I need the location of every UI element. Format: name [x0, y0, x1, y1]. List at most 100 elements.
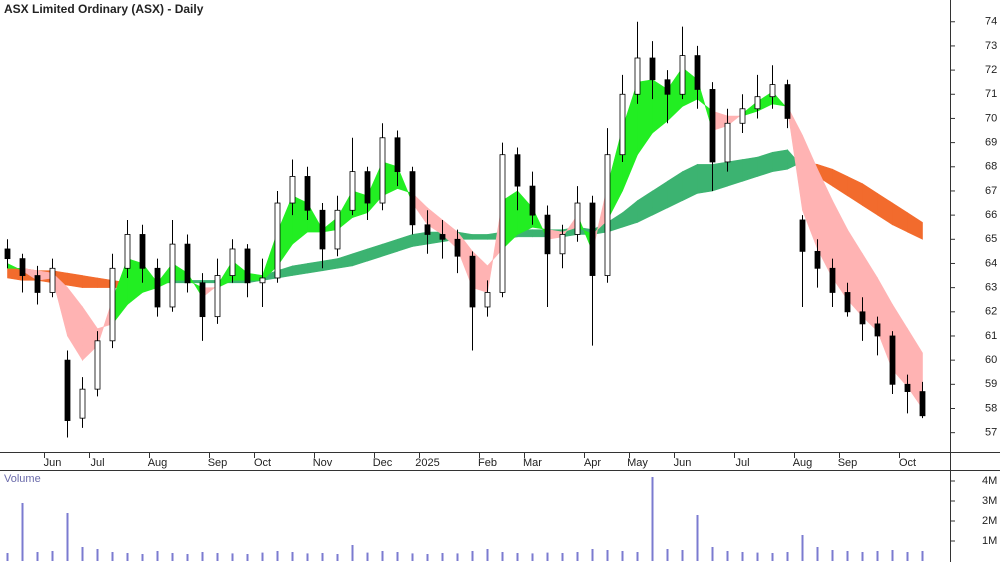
candle-body — [4, 248, 11, 260]
band-segment — [712, 161, 728, 192]
volume-bar — [276, 551, 279, 561]
volume-bar — [306, 553, 309, 561]
candle-body — [664, 79, 671, 95]
band-segment — [472, 234, 488, 240]
candle-body — [379, 137, 386, 204]
candle-body — [169, 243, 176, 308]
band-segment — [652, 180, 668, 216]
x-tick-label: Sep — [838, 457, 858, 469]
volume-bar — [156, 551, 159, 561]
volume-bar — [666, 549, 669, 561]
x-tick-label: Oct — [254, 457, 271, 469]
y-tick-label: 64 — [985, 257, 997, 269]
band-segment — [727, 159, 743, 187]
candle-body — [154, 267, 161, 308]
candle-body — [634, 57, 641, 95]
y-tick-label: 57 — [985, 427, 997, 439]
volume-bar — [606, 550, 609, 561]
candle-body — [739, 108, 746, 124]
candle-body — [139, 234, 146, 269]
volume-bar — [711, 547, 714, 561]
volume-bar — [891, 550, 894, 561]
volume-title: Volume — [4, 473, 41, 485]
y-tick-label: 69 — [985, 137, 997, 149]
volume-bar — [96, 549, 99, 561]
volume-bar — [546, 552, 549, 561]
volume-tick-label: 4M — [982, 475, 997, 487]
band-segment — [382, 238, 398, 257]
candle-body — [724, 122, 731, 163]
candle-body — [214, 275, 221, 318]
band-segment — [742, 156, 758, 182]
candle-body — [439, 234, 446, 240]
candle-body — [109, 267, 116, 342]
candle-body — [499, 154, 506, 293]
candle-body — [679, 55, 686, 95]
volume-bar — [486, 549, 489, 561]
volume-bar — [771, 553, 774, 561]
candle-body — [574, 202, 581, 235]
x-tick-label: Nov — [313, 457, 333, 469]
candle-body — [289, 176, 296, 204]
volume-bar — [141, 554, 144, 561]
x-tick-label: 2025 — [415, 457, 439, 469]
candle-body — [424, 224, 431, 235]
volume-bar — [501, 552, 504, 561]
y-tick-label: 63 — [985, 282, 997, 294]
candle-body — [19, 258, 26, 276]
candle-body — [649, 57, 656, 81]
candle-body — [829, 267, 836, 293]
x-tick-label: Jun — [44, 457, 62, 469]
volume-bar — [456, 553, 459, 561]
y-tick-label: 67 — [985, 185, 997, 197]
y-tick-label: 65 — [985, 233, 997, 245]
band-segment — [907, 212, 923, 240]
volume-bar — [21, 503, 24, 561]
candle-body — [904, 383, 911, 392]
band-segment — [367, 243, 383, 262]
y-tick-label: 60 — [985, 354, 997, 366]
volume-bar — [366, 552, 369, 561]
y-tick-label: 59 — [985, 378, 997, 390]
volume-bar — [471, 551, 474, 561]
x-tick-label: Mar — [523, 457, 542, 469]
volume-bar — [411, 553, 414, 561]
y-tick-label: 66 — [985, 209, 997, 221]
candle-body — [514, 154, 521, 187]
volume-bar — [216, 553, 219, 561]
band-segment — [322, 258, 338, 272]
volume-bar — [696, 515, 699, 561]
candle-body — [319, 209, 326, 250]
band-segment — [667, 171, 683, 209]
x-tick-label: Dec — [373, 457, 393, 469]
candle-body — [124, 234, 131, 269]
candle-body — [694, 55, 701, 90]
volume-bar — [36, 552, 39, 561]
volume-bar — [516, 553, 519, 561]
candle-body — [844, 292, 851, 313]
volume-bar — [426, 554, 429, 561]
volume-bar — [906, 552, 909, 561]
band-segment — [637, 190, 653, 223]
band-segment — [292, 263, 308, 276]
y-tick-label: 61 — [985, 330, 997, 342]
x-tick-label: Aug — [793, 457, 813, 469]
y-tick-label: 58 — [985, 402, 997, 414]
volume-bar — [786, 552, 789, 561]
volume-bar — [861, 552, 864, 561]
volume-bar — [336, 554, 339, 561]
volume-bar — [66, 513, 69, 561]
candle-body — [484, 292, 491, 308]
volume-bar — [441, 553, 444, 561]
band-segment — [622, 199, 638, 228]
band-segment — [337, 253, 353, 269]
x-tick-label: Jul — [90, 457, 104, 469]
candle-body — [559, 234, 566, 255]
volume-bar — [231, 553, 234, 561]
candle-body — [889, 335, 896, 385]
volume-bar — [681, 550, 684, 561]
volume-bar — [846, 551, 849, 561]
volume-bar — [651, 477, 654, 561]
band-segment — [67, 272, 83, 288]
